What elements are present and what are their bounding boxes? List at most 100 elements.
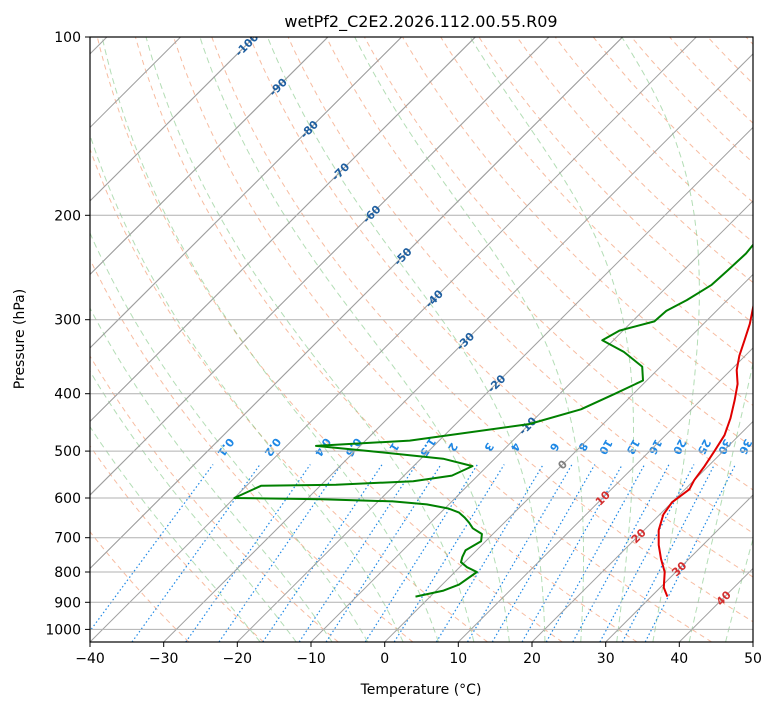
isotherm-line (90, 37, 402, 349)
mixing-ratio-label: 0.2 (262, 435, 284, 458)
x-tick-label: −30 (149, 651, 179, 667)
moist-adiabat (90, 425, 261, 642)
moist-adiabat (90, 133, 404, 642)
dry-adiabat (554, 37, 753, 243)
x-tick-label: 0 (380, 651, 389, 667)
y-tick-label: 300 (54, 313, 81, 329)
mixing-ratio-line (185, 464, 311, 642)
y-tick-label: 600 (54, 491, 81, 507)
dry-adiabat (96, 37, 563, 642)
x-tick-label: 30 (597, 651, 615, 667)
dry-adiabat (211, 37, 753, 623)
dry-adiabat (745, 37, 753, 45)
mixing-ratio-line (491, 464, 596, 642)
x-tick-label: −10 (296, 651, 326, 667)
x-axis-title: Temperature (°C) (360, 682, 482, 698)
moist-adiabat (90, 231, 369, 642)
dry-adiabat (402, 37, 753, 406)
moist-adiabat (469, 37, 634, 642)
x-tick-label: −40 (75, 651, 105, 667)
dry-adiabat (90, 445, 264, 642)
mixing-ratio-line (364, 464, 478, 642)
isotherm-line (752, 641, 753, 642)
x-tick-label: −20 (223, 651, 253, 667)
moist-adiabat (621, 37, 700, 642)
isotherm-line (163, 53, 753, 642)
mixing-ratio-label: 20 (670, 437, 689, 457)
mixing-ratio-label: 3 (481, 440, 496, 453)
chart-title: wetPf2_C2E2.2026.112.00.55.R09 (284, 12, 557, 32)
dry-adiabat (90, 258, 414, 642)
mixing-ratio-line (325, 464, 442, 642)
temperature-profile (657, 303, 753, 597)
isotherm-line (457, 347, 753, 642)
y-tick-label: 1000 (45, 622, 81, 638)
mixing-ratio-line (131, 464, 261, 642)
mixing-ratio-label: 16 (645, 437, 664, 457)
dry-adiabat (516, 37, 753, 284)
plot-frame (89, 36, 754, 643)
mixing-ratio-line (393, 464, 505, 642)
isotherm-line (90, 37, 255, 202)
dry-adiabat (90, 530, 190, 642)
mixing-ratio-line (298, 464, 417, 642)
y-tick-label: 800 (54, 565, 81, 581)
dry-adiabat (90, 355, 339, 642)
isotherm-line (236, 126, 753, 642)
moist-adiabat (199, 37, 510, 642)
moist-adiabat (90, 307, 333, 642)
plot-area: 0.1 0.2 0.4 0.6 1 1.5 2 3 4 6 8 10 13 16 20 25 30 36-100-… (90, 37, 753, 642)
isotherm-line (678, 567, 753, 642)
y-tick-label: 400 (54, 387, 81, 403)
mixing-ratio-line (545, 464, 646, 642)
y-tick-label: 700 (54, 531, 81, 547)
isotherm-line (90, 37, 329, 276)
isotherm-line (310, 200, 753, 642)
moist-adiabat (267, 37, 546, 642)
mixing-ratio-line (90, 464, 214, 632)
y-axis-title: Pressure (hPa) (12, 289, 28, 389)
mixing-ratio-label: 0.6 (342, 435, 364, 459)
isotherm-line (90, 37, 697, 642)
isotherm-line (90, 37, 623, 570)
isotherm-label: -20 (485, 372, 508, 395)
moist-adiabat (145, 37, 475, 642)
mixing-ratio-line (621, 464, 716, 642)
isotherm-line (90, 37, 402, 349)
y-tick-label: 200 (54, 208, 81, 224)
mixing-ratio-label: 2 (445, 440, 460, 453)
mixing-ratio-line (521, 464, 623, 642)
moist-adiabat (90, 370, 297, 642)
isotherm-line (531, 420, 753, 642)
isotherm-line (90, 37, 255, 202)
isotherm-line (90, 37, 476, 423)
x-tick-label: 40 (670, 651, 688, 667)
mixing-ratio-label: 25 (695, 437, 714, 457)
dewpoint-profile (233, 243, 753, 598)
moist-adiabat (725, 537, 753, 642)
isotherm-label: -90 (267, 75, 290, 98)
mixing-ratio-label: 6 (547, 440, 562, 454)
x-tick-label: 50 (744, 651, 762, 667)
dry-adiabat (173, 37, 712, 642)
y-tick-label: 100 (54, 30, 81, 46)
moist-adiabat (101, 37, 439, 642)
mixing-ratio-line (599, 464, 695, 642)
dry-adiabat (134, 37, 638, 642)
mixing-ratio-label: 13 (624, 437, 643, 457)
y-tick-label: 500 (54, 444, 81, 460)
isotherm-line (90, 37, 550, 496)
x-tick-label: 20 (523, 651, 541, 667)
dry-adiabat (90, 147, 488, 642)
mixing-ratio-line (218, 464, 342, 642)
y-tick-label: 900 (54, 595, 81, 611)
x-tick-label: 10 (449, 651, 467, 667)
mixing-ratio-line (644, 464, 736, 642)
isotherm-line (605, 494, 753, 642)
dry-adiabat (669, 37, 753, 124)
mixing-ratio-line (435, 464, 544, 642)
isotherm-line (384, 273, 753, 642)
dry-adiabat (249, 37, 753, 578)
dry-adiabat (440, 37, 753, 365)
